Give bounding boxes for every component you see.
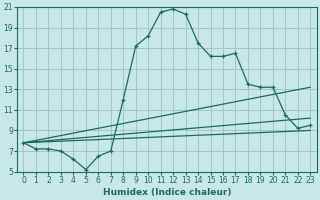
X-axis label: Humidex (Indice chaleur): Humidex (Indice chaleur) [103,188,231,197]
